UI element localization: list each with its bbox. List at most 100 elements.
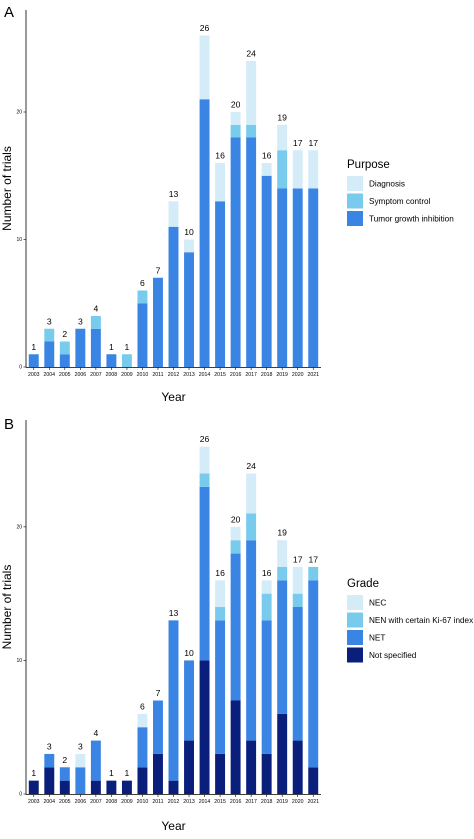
x-tick-label: 2009 xyxy=(121,799,133,805)
bar-segment xyxy=(230,124,241,138)
data-label: 2 xyxy=(62,329,67,339)
bar-segment xyxy=(292,593,303,607)
x-tick-label: 2007 xyxy=(90,799,102,805)
x-tick-label: 2014 xyxy=(199,799,211,805)
bar-segment xyxy=(199,99,210,367)
bar-segment xyxy=(230,137,241,367)
bar-segment xyxy=(137,290,148,304)
legend-key xyxy=(347,630,363,645)
x-tick-label: 2004 xyxy=(44,372,56,378)
x-tick-label: 2021 xyxy=(307,372,319,378)
x-axis-title: Year xyxy=(161,390,185,404)
bar-segment xyxy=(230,526,241,541)
x-tick-label: 2006 xyxy=(75,799,87,805)
bar-segment xyxy=(184,660,194,741)
legend-title: Purpose xyxy=(347,159,390,171)
bar-segment xyxy=(261,593,272,621)
data-label: 10 xyxy=(184,227,194,237)
panel-label: B xyxy=(4,416,14,433)
data-label: 16 xyxy=(215,151,225,161)
bar-segment xyxy=(261,163,272,176)
bar-segment xyxy=(59,780,70,794)
bar-segment xyxy=(215,607,226,621)
legend-key xyxy=(347,193,363,209)
x-tick-label: 2013 xyxy=(183,372,195,378)
x-tick-label: 2020 xyxy=(292,372,304,378)
data-label: 13 xyxy=(169,189,179,199)
bar-segment xyxy=(292,740,303,794)
data-label: 20 xyxy=(231,514,241,524)
bar-segment xyxy=(246,740,257,794)
x-tick-label: 2011 xyxy=(152,799,163,805)
x-tick-label: 2018 xyxy=(261,799,273,805)
bar-segment xyxy=(246,61,257,125)
bar-segment xyxy=(44,328,55,342)
bar-segment xyxy=(153,700,163,754)
bar-segment xyxy=(106,354,117,367)
bar-segment xyxy=(292,188,303,367)
bar-segment xyxy=(308,188,319,367)
x-tick-label: 2014 xyxy=(199,372,211,378)
bar-segment xyxy=(277,124,288,151)
bar-segment xyxy=(44,767,55,794)
data-label: 26 xyxy=(200,434,210,444)
bar-segment xyxy=(168,226,179,367)
x-tick-label: 2012 xyxy=(168,799,180,805)
legend-key xyxy=(347,211,363,226)
bar-segment xyxy=(106,780,117,794)
data-label: 1 xyxy=(125,768,130,778)
bar-segment xyxy=(59,354,70,367)
x-tick-label: 2015 xyxy=(214,372,226,378)
bar-segment xyxy=(277,713,288,794)
data-label: 1 xyxy=(31,342,36,352)
bar-segment xyxy=(215,620,226,754)
bar-segment xyxy=(168,620,179,781)
data-label: 1 xyxy=(109,342,114,352)
data-label: 3 xyxy=(78,316,83,326)
data-label: 4 xyxy=(93,728,98,738)
bar-segment xyxy=(246,513,257,541)
y-tick-label: 0 xyxy=(19,365,22,371)
x-tick-label: 2019 xyxy=(276,799,288,805)
data-label: 6 xyxy=(140,701,145,711)
bar-segment xyxy=(246,124,257,138)
bar-segment xyxy=(44,341,55,367)
x-tick-label: 2021 xyxy=(307,799,319,805)
x-tick-label: 2004 xyxy=(44,799,56,805)
bar-segment xyxy=(199,35,210,100)
y-axis-title: Number of trials xyxy=(0,565,14,650)
bar-segment xyxy=(184,252,194,367)
y-tick-label: 0 xyxy=(19,792,22,798)
bar-segment xyxy=(121,354,132,367)
bar-segment xyxy=(277,540,288,567)
bar-segment xyxy=(292,607,303,741)
bar-segment xyxy=(215,580,226,607)
x-tick-label: 2012 xyxy=(168,372,180,378)
bar-segment xyxy=(59,767,70,781)
bar-segment xyxy=(75,753,86,768)
data-label: 3 xyxy=(78,741,83,751)
legend-label: Symptom control xyxy=(369,197,431,206)
bar-segment xyxy=(215,201,226,367)
x-tick-label: 2003 xyxy=(28,799,40,805)
legend-key xyxy=(347,595,363,610)
x-tick-label: 2008 xyxy=(106,799,118,805)
bar-segment xyxy=(199,473,210,487)
x-tick-label: 2009 xyxy=(121,372,133,378)
data-label: 1 xyxy=(31,768,36,778)
data-label: 7 xyxy=(156,265,161,275)
x-tick-label: 2015 xyxy=(214,799,226,805)
bar-segment xyxy=(121,780,132,794)
data-label: 24 xyxy=(246,461,256,471)
data-label: 13 xyxy=(169,608,179,618)
x-tick-label: 2019 xyxy=(276,372,288,378)
bar-segment xyxy=(261,580,272,594)
data-label: 16 xyxy=(215,568,225,578)
bar-segment xyxy=(90,316,101,329)
bar-segment xyxy=(277,188,288,367)
bar-segment xyxy=(90,328,101,367)
data-label: 1 xyxy=(109,768,114,778)
bar-segment xyxy=(246,137,257,367)
